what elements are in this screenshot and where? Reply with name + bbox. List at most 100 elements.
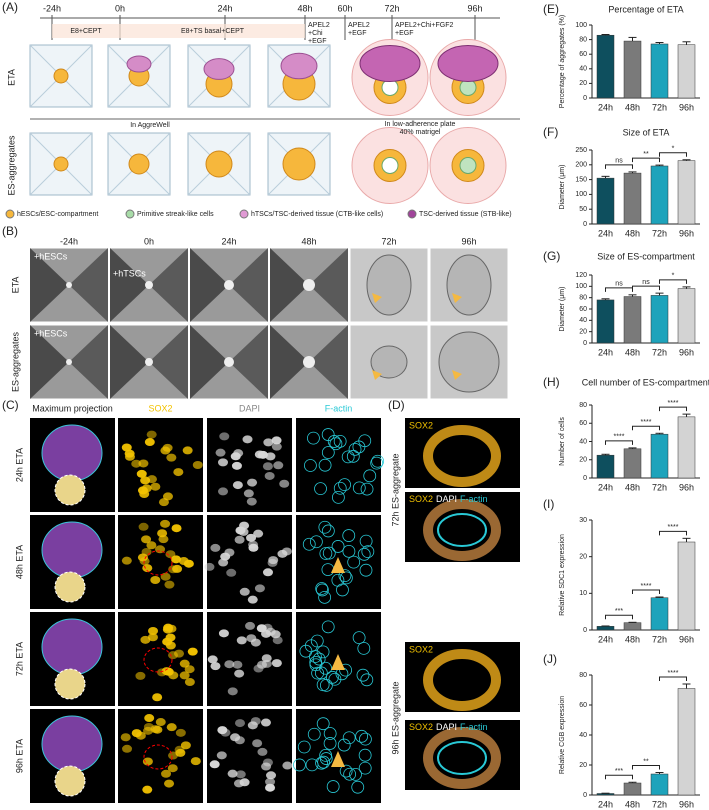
well-shade xyxy=(309,248,348,322)
y-tick-label: 20 xyxy=(579,329,587,336)
nucleus xyxy=(178,557,189,566)
row-label: ETA xyxy=(10,277,20,294)
nucleus xyxy=(122,744,133,753)
y-tick-label: 80 xyxy=(579,295,587,302)
projection-blob xyxy=(41,424,103,482)
actin-outline xyxy=(321,446,335,459)
nucleus xyxy=(226,568,237,577)
actin-outline xyxy=(356,668,370,682)
significance-label: ** xyxy=(643,151,649,158)
nucleus xyxy=(232,481,243,490)
actin-outline xyxy=(361,545,375,559)
actin-outline xyxy=(370,456,384,470)
lumen-outline xyxy=(143,550,173,576)
column-label: 96h xyxy=(461,236,476,246)
legend-label: hTSCs/TSC-derived tissue (CTB-like cells… xyxy=(251,211,383,218)
y-tick-label: 20 xyxy=(579,457,587,464)
nucleus xyxy=(140,635,151,644)
nucleus xyxy=(210,662,221,671)
cell-cluster xyxy=(282,147,316,181)
medium-label: APEL2 xyxy=(308,22,330,29)
nucleus xyxy=(172,564,183,573)
error-bar xyxy=(628,447,637,449)
actin-outline xyxy=(328,672,342,686)
nucleus xyxy=(271,436,282,445)
significance-bracket xyxy=(659,406,687,412)
nucleus xyxy=(219,432,230,441)
nucleus xyxy=(246,533,257,542)
timepoint-label: 60h xyxy=(337,3,352,13)
panel-letter: (D) xyxy=(388,398,405,412)
y-tick-label: 50 xyxy=(579,206,587,213)
nucleus xyxy=(254,584,265,593)
y-tick-label: 150 xyxy=(575,176,587,183)
nucleus xyxy=(141,484,152,493)
actin-outline xyxy=(319,752,333,765)
nucleus xyxy=(281,547,292,556)
y-tick-label: 20 xyxy=(579,554,587,561)
inset-label: +hESCs xyxy=(34,328,68,338)
actin-outline xyxy=(318,520,332,534)
column-label: -24h xyxy=(60,236,78,246)
nucleus xyxy=(220,552,231,561)
nucleus xyxy=(166,723,177,732)
well-shade xyxy=(190,325,229,399)
nucleus xyxy=(264,471,275,480)
row-label: 96h ES-aggregate xyxy=(390,681,400,754)
nucleus xyxy=(252,739,263,748)
aggregate xyxy=(438,331,500,393)
nucleus xyxy=(232,660,243,669)
y-tick-label: 0 xyxy=(583,340,587,347)
bar xyxy=(650,295,669,344)
x-tick-label: 96h xyxy=(679,102,694,112)
actin-ring xyxy=(437,741,487,775)
y-axis-label: Diameter (μm) xyxy=(559,165,566,210)
nucleus xyxy=(174,649,185,658)
arrowhead xyxy=(452,293,462,303)
actin-outline xyxy=(355,729,369,743)
nucleus xyxy=(141,535,152,544)
well-shade xyxy=(30,248,69,322)
row-label: 96h ETA xyxy=(14,739,24,773)
actin-outline xyxy=(318,458,332,472)
well-shade xyxy=(270,325,309,399)
aggregate xyxy=(370,345,408,379)
note: In low-adherence plate xyxy=(385,121,456,128)
nucleus xyxy=(215,448,226,457)
actin-outline xyxy=(359,563,373,577)
actin-outline xyxy=(331,540,345,553)
actin-outline xyxy=(293,758,306,772)
actin-outline xyxy=(351,780,365,794)
nucleus xyxy=(247,478,258,487)
timepoint-label: 72h xyxy=(384,3,399,13)
y-tick-label: 40 xyxy=(579,317,587,324)
stain-name: DAPI xyxy=(436,722,457,732)
aggregate xyxy=(145,281,153,289)
column-label: 0h xyxy=(144,236,154,246)
x-tick-label: 48h xyxy=(625,634,640,644)
projection-core xyxy=(54,765,86,797)
y-tick-label: 60 xyxy=(579,420,587,427)
actin-outline xyxy=(315,583,329,597)
timepoint-label: 0h xyxy=(115,3,125,13)
actin-outline xyxy=(371,454,385,468)
y-tick-label: 100 xyxy=(575,191,587,198)
nucleus xyxy=(234,736,245,745)
chart-title: Percentage of ETA xyxy=(608,4,683,14)
aggregate-ring xyxy=(423,727,501,789)
nucleus xyxy=(160,519,171,528)
nucleus xyxy=(253,664,264,673)
error-bar xyxy=(628,294,637,297)
nucleus xyxy=(257,747,268,756)
row-label: ES-aggregates xyxy=(6,135,16,196)
nucleus xyxy=(144,438,155,447)
actin-outline xyxy=(321,620,335,634)
legend-label: Primitive streak-like cells xyxy=(137,211,214,218)
x-tick-label: 72h xyxy=(652,228,667,238)
actin-outline xyxy=(303,459,317,472)
nucleus xyxy=(235,770,246,779)
chart-title: Size of ES-compartment xyxy=(597,251,695,261)
nucleus xyxy=(160,446,171,455)
y-tick-label: 0 xyxy=(583,95,587,102)
